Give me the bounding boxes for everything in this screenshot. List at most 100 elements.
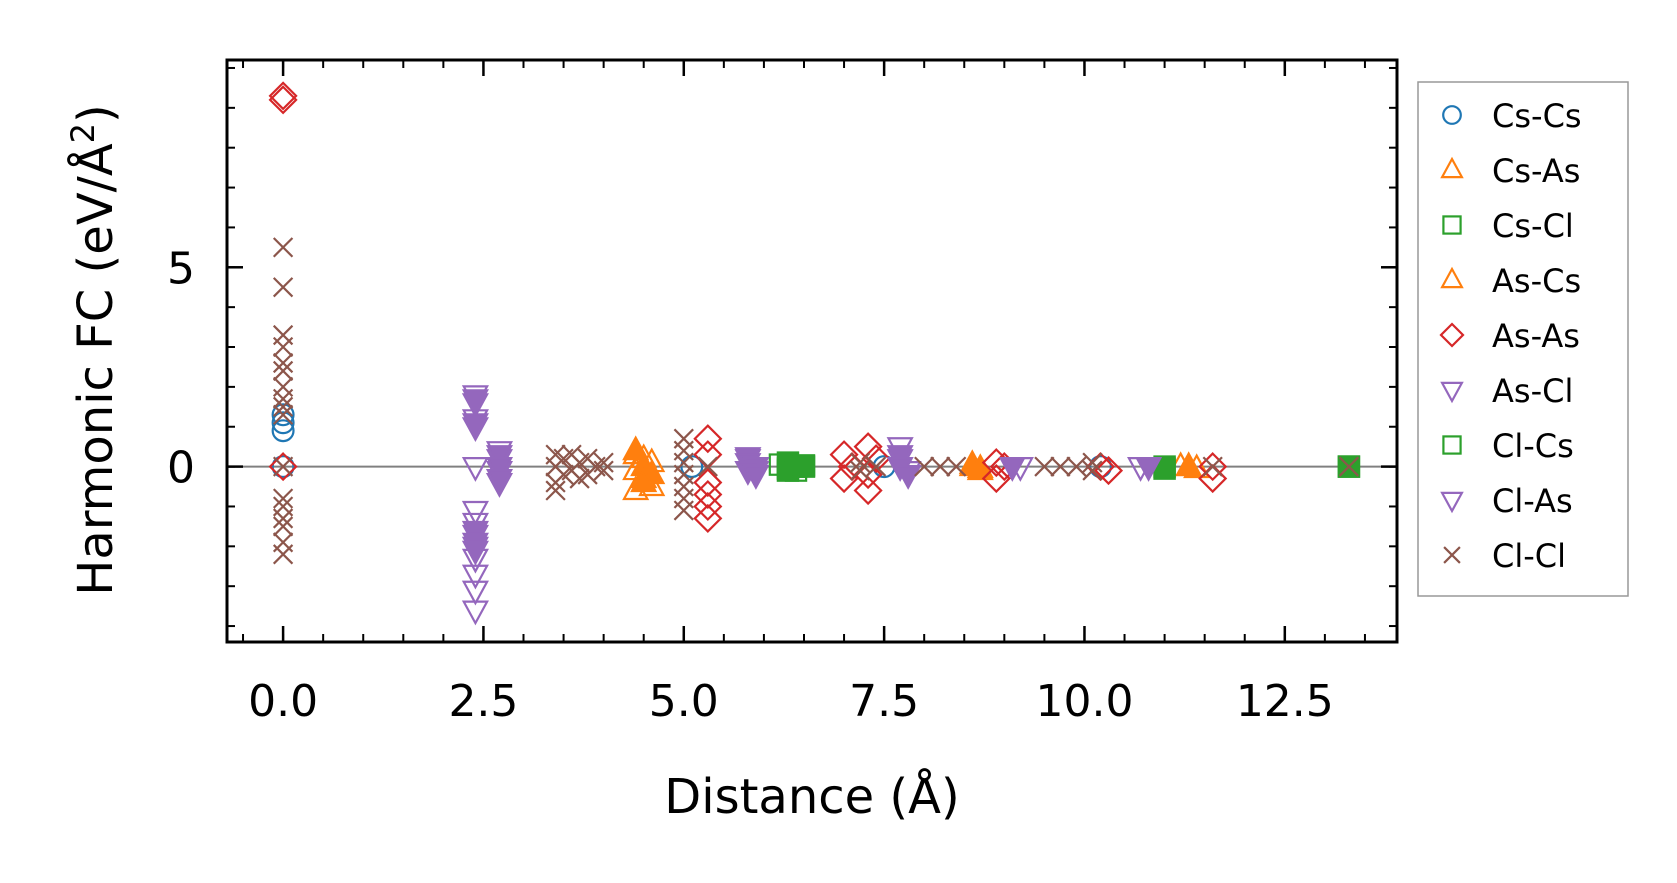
y-axis-title-main: Harmonic FC (eV/Å (67, 143, 124, 596)
data-point (742, 465, 770, 490)
x-tick-label: 2.5 (448, 676, 518, 727)
data-point (998, 457, 1026, 482)
x-tick-label: 5.0 (649, 676, 719, 727)
legend-marker-cl-as (1440, 491, 1464, 514)
legend-marker-cs-cs (1442, 105, 1462, 125)
data-point (849, 460, 871, 481)
data-point (461, 457, 489, 482)
data-point (1202, 456, 1223, 477)
data-point (1338, 456, 1360, 477)
data-point (545, 480, 566, 501)
data-point (693, 467, 723, 498)
data-point (272, 488, 294, 509)
legend-label: Cl-As (1492, 482, 1573, 520)
series-as-as (268, 81, 1228, 533)
legend-label: Cs-Cl (1492, 207, 1574, 245)
y-tick-labels: 05 (167, 243, 195, 493)
legend-marker-cs-as (1440, 156, 1464, 179)
data-point (1093, 456, 1124, 486)
x-tick-labels: 0.0 2.5 5.0 7.5 10.0 12.5 (248, 676, 1334, 727)
y-axis-title-superscript: 2 (64, 123, 102, 143)
data-point (485, 469, 514, 494)
legend-label: Cs-As (1492, 152, 1580, 190)
data-point (485, 445, 514, 470)
legend-label: As-Cs (1492, 262, 1581, 300)
legend-marker-as-cs (1440, 266, 1464, 289)
data-point (271, 403, 295, 427)
data-point (829, 440, 859, 470)
legend-marker-as-cl (1440, 381, 1464, 404)
data-point (272, 396, 294, 417)
legend: Cs-Cs Cs-As Cs-Cl As-Cs As-As As-Cl Cl-Cs Cl-As… (1417, 81, 1629, 597)
data-point (577, 464, 598, 485)
data-point (630, 467, 658, 493)
legend-marker-as-as (1439, 322, 1465, 348)
data-point (673, 500, 694, 521)
data-point (865, 456, 887, 477)
data-point (268, 81, 298, 111)
legend-label: Cl-Cs (1492, 427, 1574, 465)
data-point (697, 456, 718, 477)
data-point (485, 457, 514, 482)
data-point (461, 500, 489, 526)
legend-marker-cs-cl (1442, 215, 1462, 235)
data-point (1082, 452, 1103, 473)
series-cl-as (461, 389, 1163, 566)
data-point (272, 544, 294, 565)
data-point (271, 419, 295, 443)
plot-area (225, 58, 1399, 644)
data-point (461, 540, 489, 566)
data-point (693, 491, 723, 522)
x-tick-label: 12.5 (1236, 676, 1334, 727)
data-point (1034, 456, 1055, 477)
data-point (914, 456, 935, 477)
legend-label: As-As (1492, 317, 1580, 355)
legend-marker-cl-cs (1442, 435, 1462, 455)
data-point (461, 389, 489, 415)
x-tick-label: 10.0 (1035, 676, 1133, 727)
data-point (461, 580, 489, 606)
data-point (886, 445, 914, 470)
data-point (461, 600, 489, 626)
data-point (272, 516, 294, 537)
data-point (461, 520, 489, 546)
data-point (1175, 451, 1203, 477)
data-point (1135, 457, 1163, 482)
y-tick-label: 5 (167, 243, 195, 294)
data-point (981, 464, 1011, 494)
data-point (272, 388, 294, 409)
data-point (272, 508, 294, 529)
legend-label: As-Cl (1492, 372, 1573, 410)
data-point (849, 452, 871, 473)
series-as-cs (622, 435, 1203, 493)
data-point (272, 336, 294, 358)
x-tick-label: 7.5 (849, 676, 919, 727)
data-point (545, 472, 566, 493)
data-point (829, 464, 859, 494)
data-point (268, 85, 298, 115)
data-point (272, 360, 294, 382)
y-tick-label: 0 (167, 443, 195, 494)
data-point (1082, 460, 1103, 481)
data-point (593, 460, 614, 481)
data-point (622, 435, 650, 461)
legend-label: Cl-Cl (1492, 537, 1566, 575)
y-axis-title-close: ) (68, 104, 124, 123)
data-point (272, 277, 294, 298)
data-point (894, 465, 922, 490)
data-points (268, 81, 1361, 626)
data-point (693, 424, 723, 454)
legend-label: Cs-Cs (1492, 97, 1582, 135)
legend-items: Cs-Cs Cs-As Cs-Cl As-Cs As-As As-Cl Cl-Cs Cl-As… (1439, 97, 1582, 575)
data-point (593, 452, 614, 473)
data-point (946, 456, 967, 477)
series-cs-cs (271, 403, 1112, 479)
x-tick-label: 0.0 (248, 676, 318, 727)
data-point (271, 411, 295, 435)
series-cl-cl (272, 237, 1360, 565)
data-point (792, 455, 816, 478)
y-axis-title: Harmonic FC (eV/Å2) (64, 104, 124, 596)
data-point (1050, 456, 1071, 477)
data-point (272, 404, 294, 425)
